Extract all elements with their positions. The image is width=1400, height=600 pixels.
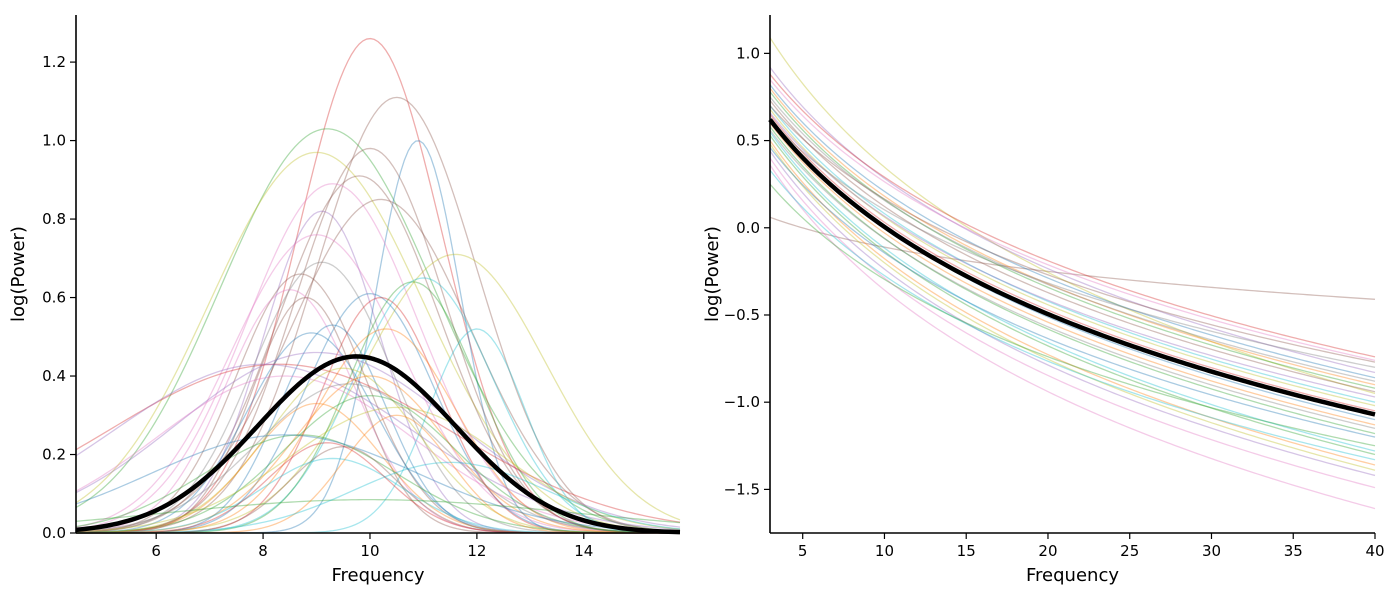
y-tick-label: 0.4 bbox=[42, 367, 66, 385]
series-line-25 bbox=[75, 363, 681, 523]
series-line-1 bbox=[769, 37, 1376, 395]
series-line-9 bbox=[769, 100, 1376, 393]
series-line-17 bbox=[769, 129, 1376, 429]
y-tick-label: 1.0 bbox=[736, 44, 760, 62]
series-line-2 bbox=[769, 66, 1376, 374]
series-line-5 bbox=[769, 84, 1376, 379]
series-line-24 bbox=[769, 157, 1376, 489]
y-tick-label: 0.8 bbox=[42, 210, 66, 228]
x-tick-label: 8 bbox=[258, 542, 268, 560]
x-tick-label: 25 bbox=[1120, 542, 1139, 560]
mean-series-line bbox=[75, 354, 681, 535]
x-tick-label: 15 bbox=[957, 542, 976, 560]
series-line-38 bbox=[75, 498, 681, 524]
y-tick-label: 0.0 bbox=[42, 524, 66, 542]
series-line-22 bbox=[76, 328, 680, 534]
series-line-6 bbox=[769, 87, 1376, 386]
x-tick-label: 6 bbox=[151, 542, 161, 560]
series-line-35 bbox=[75, 434, 681, 533]
series-line-20 bbox=[769, 140, 1376, 466]
series-line-11 bbox=[76, 253, 681, 534]
periodic-power-chart: 6 8 10 12 14 0.0 0.2 0.4 0.6 0.8 1.0 1.2 Frequency… bbox=[8, 15, 681, 586]
series-line-27 bbox=[75, 375, 681, 533]
y-axis-title: log(Power) bbox=[8, 226, 29, 322]
series-line-26 bbox=[75, 363, 681, 531]
y-tick-label: 0.0 bbox=[736, 219, 760, 237]
series-line-31 bbox=[75, 394, 681, 534]
series-line-10 bbox=[769, 105, 1376, 403]
series-line-2 bbox=[75, 128, 681, 532]
series-line-24 bbox=[75, 351, 681, 528]
x-tick-label: 35 bbox=[1284, 542, 1303, 560]
y-ticks: −1.5 −1.0 −0.5 0.0 0.5 1.0 bbox=[724, 44, 770, 498]
series-line-28 bbox=[75, 367, 680, 534]
series-line-9 bbox=[75, 210, 680, 534]
series-line-21 bbox=[769, 143, 1376, 471]
series-line-23 bbox=[769, 150, 1376, 477]
series-line-15 bbox=[769, 122, 1376, 426]
series-line-33 bbox=[75, 406, 681, 533]
series-line-19 bbox=[769, 134, 1376, 456]
series-line-1 bbox=[75, 96, 681, 534]
series-line-30 bbox=[75, 383, 681, 534]
series-line-8 bbox=[769, 96, 1376, 382]
y-tick-label: −0.5 bbox=[724, 306, 760, 324]
series-line-40 bbox=[76, 461, 681, 534]
y-tick-label: 0.5 bbox=[736, 132, 760, 150]
x-tick-label: 12 bbox=[467, 542, 486, 560]
x-tick-label: 30 bbox=[1202, 542, 1221, 560]
y-tick-label: −1.0 bbox=[724, 393, 760, 411]
aperiodic-curves bbox=[768, 37, 1376, 510]
series-line-7 bbox=[769, 91, 1376, 389]
series-line-3 bbox=[769, 79, 1376, 361]
y-ticks: 0.0 0.2 0.4 0.6 0.8 1.0 1.2 bbox=[42, 53, 76, 542]
series-line-25 bbox=[769, 164, 1376, 510]
series-line-27 bbox=[769, 183, 1376, 447]
y-tick-label: 0.6 bbox=[42, 289, 66, 307]
series-line-29 bbox=[769, 119, 1376, 368]
x-axis-title: Frequency bbox=[332, 565, 425, 586]
mean-series-line bbox=[768, 118, 1376, 417]
y-tick-label: 1.0 bbox=[42, 132, 66, 150]
series-line-8 bbox=[75, 198, 681, 533]
aperiodic-power-chart: 5 10 15 20 25 30 35 40 −1.5 −1.0 −0.5 0.0 0.5 1.0 Fr… bbox=[702, 15, 1385, 586]
series-line-14 bbox=[769, 117, 1376, 421]
series-line-0 bbox=[769, 216, 1376, 300]
series-line-20 bbox=[76, 324, 680, 534]
x-ticks: 5 10 15 20 25 30 35 40 bbox=[798, 533, 1385, 560]
series-line-22 bbox=[769, 147, 1376, 438]
series-line-12 bbox=[769, 112, 1376, 398]
series-line-13 bbox=[769, 114, 1376, 412]
series-line-18 bbox=[769, 131, 1376, 452]
series-line-16 bbox=[769, 126, 1376, 435]
x-tick-label: 10 bbox=[360, 542, 379, 560]
x-tick-label: 5 bbox=[798, 542, 808, 560]
y-tick-label: −1.5 bbox=[724, 480, 760, 498]
x-tick-label: 14 bbox=[574, 542, 593, 560]
y-tick-label: 1.2 bbox=[42, 53, 66, 71]
series-line-5 bbox=[75, 147, 681, 534]
series-line-29 bbox=[75, 375, 681, 534]
y-tick-label: 0.2 bbox=[42, 446, 66, 464]
series-line-6 bbox=[75, 175, 681, 534]
series-line-4 bbox=[75, 151, 681, 533]
series-line-11 bbox=[769, 108, 1376, 407]
series-line-34 bbox=[75, 434, 681, 534]
series-line-4 bbox=[769, 73, 1376, 358]
periodic-curves bbox=[75, 37, 681, 535]
x-tick-label: 10 bbox=[875, 542, 894, 560]
series-line-18 bbox=[75, 296, 680, 534]
y-axis-title: log(Power) bbox=[702, 226, 723, 322]
x-tick-label: 20 bbox=[1038, 542, 1057, 560]
series-line-16 bbox=[76, 292, 680, 534]
x-tick-label: 40 bbox=[1365, 542, 1384, 560]
series-line-10 bbox=[75, 234, 680, 534]
series-line-0 bbox=[75, 37, 681, 534]
series-line-7 bbox=[75, 183, 681, 534]
x-ticks: 6 8 10 12 14 bbox=[151, 533, 593, 560]
series-line-26 bbox=[769, 169, 1376, 461]
x-axis-title: Frequency bbox=[1026, 565, 1119, 586]
series-line-28 bbox=[769, 105, 1376, 363]
